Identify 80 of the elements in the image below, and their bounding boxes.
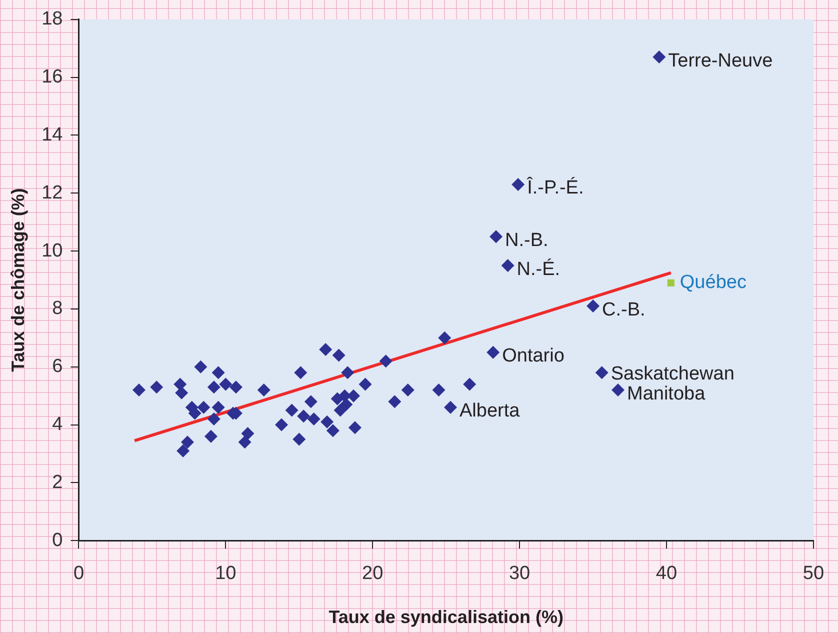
point xyxy=(320,415,334,428)
annotation: Manitoba xyxy=(627,383,706,404)
point xyxy=(326,424,340,438)
point xyxy=(229,380,242,394)
point xyxy=(241,426,254,440)
point xyxy=(347,389,360,402)
point xyxy=(207,412,220,426)
point xyxy=(194,360,208,374)
annotation: Î.-P.-É. xyxy=(526,176,584,199)
x-axis-title: Taux de syndicalisation (%) xyxy=(328,607,564,628)
point xyxy=(238,436,252,449)
point xyxy=(188,406,202,420)
point xyxy=(341,366,354,380)
point xyxy=(285,404,298,417)
point xyxy=(486,346,500,359)
x-tick-label: 40 xyxy=(656,563,678,584)
point xyxy=(444,400,457,414)
point xyxy=(667,279,674,286)
point xyxy=(150,380,164,394)
y-tick-label: 6 xyxy=(52,356,63,378)
y-tick-label: 18 xyxy=(42,8,63,30)
annotation: Ontario xyxy=(502,346,564,367)
x-tick-label: 50 xyxy=(802,563,824,584)
series-label: Québec xyxy=(680,272,746,294)
point xyxy=(174,378,187,391)
annotation: C.-B. xyxy=(602,299,646,320)
point xyxy=(180,436,194,449)
y-tick-label: 4 xyxy=(52,414,64,436)
point xyxy=(275,418,288,432)
point xyxy=(358,378,372,391)
point xyxy=(257,384,270,397)
point xyxy=(319,342,332,356)
point xyxy=(438,331,452,344)
y-tick-label: 14 xyxy=(42,124,64,146)
y-tick-label: 16 xyxy=(42,66,63,88)
point xyxy=(204,430,218,443)
annotation: N.-B. xyxy=(505,230,548,251)
x-tick-label: 20 xyxy=(362,563,384,584)
x-tick-label: 10 xyxy=(215,563,236,584)
point xyxy=(401,384,414,397)
point xyxy=(307,412,320,426)
point xyxy=(292,432,306,446)
point xyxy=(294,366,308,380)
point xyxy=(652,50,666,64)
point xyxy=(490,230,503,244)
y-axis-title: Taux de chômage (%) xyxy=(8,188,28,372)
annotation: Terre-Neuve xyxy=(668,50,773,72)
point xyxy=(595,366,608,380)
point xyxy=(612,384,625,397)
point xyxy=(432,384,446,397)
point xyxy=(512,178,525,191)
point xyxy=(379,354,392,368)
point xyxy=(176,444,190,458)
annotation: Saskatchewan xyxy=(610,363,734,384)
point xyxy=(332,348,346,362)
x-tick-label: 30 xyxy=(508,563,530,584)
point xyxy=(501,259,514,272)
point xyxy=(219,378,232,391)
annotation: N.-É. xyxy=(516,258,560,280)
point xyxy=(297,410,310,423)
y-tick-label: 10 xyxy=(42,240,63,262)
y-tick-label: 2 xyxy=(52,472,63,493)
annotation: Alberta xyxy=(459,400,520,422)
point xyxy=(586,300,600,313)
y-tick-label: 12 xyxy=(42,182,63,204)
point xyxy=(212,400,225,414)
point xyxy=(212,366,225,380)
point xyxy=(463,378,476,391)
y-tick-label: 0 xyxy=(52,530,63,551)
point xyxy=(348,421,362,434)
point xyxy=(175,386,188,400)
y-tick-label: 8 xyxy=(52,298,63,320)
point xyxy=(340,398,353,412)
point xyxy=(304,395,318,408)
point xyxy=(132,384,146,397)
point xyxy=(207,380,220,394)
point xyxy=(334,404,347,417)
point xyxy=(197,400,210,414)
x-tick-label: 0 xyxy=(73,563,84,584)
point xyxy=(388,395,402,408)
